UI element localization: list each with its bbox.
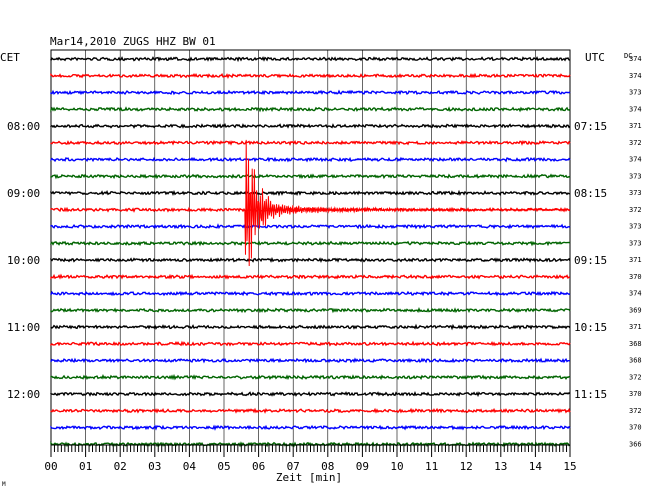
- x-axis: 00 01 02 03 04 05 06 07 08 09 10 11 12 13 14 15: [44, 444, 577, 473]
- trace-1: [50, 72, 571, 80]
- dc-offset-label: 370: [629, 390, 642, 398]
- left-hour-label: 08:00: [7, 120, 40, 133]
- x-tick-label: 08: [321, 460, 334, 473]
- right-hour-label: 07:15: [574, 120, 607, 133]
- dc-offset-label: 370: [629, 273, 642, 281]
- small-mark: M: [2, 481, 6, 488]
- trace-11: [50, 240, 571, 247]
- trace-18: [50, 357, 571, 364]
- x-tick-label: 00: [44, 460, 57, 473]
- x-tick-label: 04: [183, 460, 197, 473]
- trace-2: [50, 89, 571, 96]
- right-timezone-label: UTC: [585, 51, 605, 64]
- trace-4: [50, 122, 571, 129]
- right-hour-label: 10:15: [574, 321, 607, 334]
- right-hour-label: 11:15: [574, 388, 607, 401]
- dc-offset-label: 371: [629, 323, 642, 331]
- x-axis-label: Zeit [min]: [276, 471, 342, 484]
- dc-offset-label: 371: [629, 122, 642, 130]
- x-tick-label: 10: [390, 460, 403, 473]
- grid: [50, 49, 571, 446]
- left-hour-label: 11:00: [7, 321, 40, 334]
- dc-offset-label: 372: [629, 206, 642, 214]
- dc-offset-label: 366: [629, 440, 642, 448]
- traces: [50, 56, 571, 448]
- x-tick-label: 15: [563, 460, 576, 473]
- trace-21: [50, 407, 571, 414]
- dc-offset-label: 368: [629, 357, 642, 365]
- trace-16: [50, 323, 571, 331]
- x-tick-label: 06: [252, 460, 265, 473]
- x-tick-label: 02: [114, 460, 127, 473]
- dc-offset-label: 372: [629, 373, 642, 381]
- dc-offset-label: 370: [629, 424, 642, 432]
- trace-0: [50, 56, 571, 63]
- x-tick-label: 12: [460, 460, 473, 473]
- x-tick-label: 09: [356, 460, 369, 473]
- dc-offset-label: 374: [629, 156, 642, 164]
- dc-offset-label: 372: [629, 139, 642, 147]
- chart-title: Mar14,2010 ZUGS HHZ BW 01: [50, 35, 216, 48]
- x-tick-label: 14: [529, 460, 543, 473]
- dc-offset-label: 368: [629, 340, 642, 348]
- dc-offset-label: 373: [629, 223, 642, 231]
- dc-offset-label: 371: [629, 256, 642, 264]
- dc-offset-label: 369: [629, 306, 642, 314]
- right-hour-label: 09:15: [574, 254, 607, 267]
- event-waveform: [244, 139, 571, 267]
- x-tick-label: 03: [148, 460, 161, 473]
- trace-13: [50, 273, 571, 280]
- trace-6: [50, 156, 571, 163]
- x-tick-label: 11: [425, 460, 438, 473]
- x-tick-label: 07: [287, 460, 300, 473]
- trace-20: [50, 391, 571, 398]
- x-tick-label: 05: [217, 460, 230, 473]
- x-tick-label: 13: [494, 460, 507, 473]
- dc-offset-label: 374: [629, 72, 642, 80]
- dc-offset-label: 374: [629, 55, 642, 63]
- left-timezone-label: CET: [0, 51, 20, 64]
- trace-19: [50, 373, 571, 381]
- dc-offset-label: 373: [629, 189, 642, 197]
- trace-3: [50, 106, 571, 113]
- dc-offset-label: 373: [629, 89, 642, 97]
- trace-7: [50, 173, 571, 180]
- seismic-event: [244, 139, 571, 267]
- left-hour-label: 12:00: [7, 388, 40, 401]
- dc-header-label: DC: [624, 52, 632, 60]
- dc-offset-label: 374: [629, 105, 642, 113]
- trace-10: [50, 223, 571, 230]
- left-hour-label: 09:00: [7, 187, 40, 200]
- dc-offset-label: 372: [629, 407, 642, 415]
- trace-8: [50, 189, 570, 197]
- left-hour-label: 10:00: [7, 254, 40, 267]
- trace-5: [50, 139, 571, 146]
- labels: 08:00 09:00 10:00 11:00 12:00 07:15 08:15 09:15…: [7, 55, 642, 448]
- trace-17: [50, 340, 571, 347]
- trace-22: [50, 424, 571, 431]
- trace-15: [50, 307, 571, 314]
- x-tick-label: 01: [79, 460, 92, 473]
- trace-14: [50, 290, 571, 297]
- right-hour-label: 08:15: [574, 187, 607, 200]
- trace-12: [50, 257, 571, 263]
- dc-offset-label: 373: [629, 172, 642, 180]
- dc-offset-label: 374: [629, 290, 642, 298]
- dc-offset-label: 373: [629, 239, 642, 247]
